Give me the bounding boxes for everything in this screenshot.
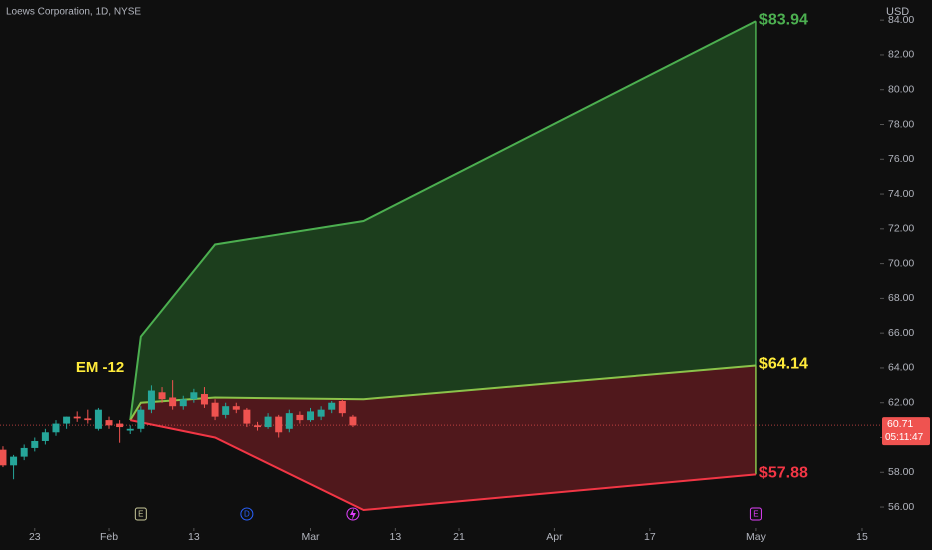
- x-tick-label: 21: [453, 531, 465, 543]
- event-label: E: [753, 510, 758, 519]
- value-label: $64.14: [759, 356, 808, 373]
- candle-body: [63, 416, 71, 424]
- x-tick-label: Apr: [546, 531, 563, 543]
- candle-body: [264, 416, 272, 428]
- currency: USD: [886, 6, 909, 18]
- candle-body: [296, 414, 304, 421]
- candle-body: [116, 423, 124, 428]
- candle-body: [285, 413, 293, 429]
- candle-body: [338, 400, 346, 414]
- candle-body: [200, 394, 208, 405]
- candle-body: [147, 390, 155, 410]
- x-tick-label: Mar: [301, 531, 320, 543]
- candle-body: [31, 440, 39, 448]
- x-tick-label: 23: [29, 531, 41, 543]
- y-tick-label: 84.00: [888, 14, 914, 26]
- candle-body: [10, 456, 18, 466]
- chart-title: Loews Corporation, 1D, NYSE: [6, 7, 141, 18]
- x-tick-label: 15: [856, 531, 868, 543]
- candle-body: [179, 399, 187, 407]
- y-tick-label: 74.00: [888, 188, 914, 200]
- event-icon: [349, 508, 356, 520]
- upper-line: [129, 20, 757, 421]
- candle-body: [349, 416, 357, 426]
- price-tag-countdown: 05:11:47: [885, 432, 924, 443]
- candle-body: [52, 423, 60, 433]
- x-tick-label: Feb: [100, 531, 118, 543]
- value-label: $83.94: [759, 11, 808, 28]
- candle-body: [84, 418, 92, 421]
- candle-body: [243, 409, 251, 424]
- candle-body: [137, 409, 145, 429]
- y-tick-label: 80.00: [888, 84, 914, 96]
- candle-body: [94, 409, 102, 429]
- candle-body: [328, 402, 336, 410]
- y-tick-label: 56.00: [888, 501, 914, 513]
- lower-line: [130, 419, 757, 512]
- candle-body: [73, 416, 81, 419]
- y-tick-label: 72.00: [888, 223, 914, 235]
- candle-body: [253, 425, 261, 428]
- x-tick-label: 13: [188, 531, 200, 543]
- y-tick-label: 76.00: [888, 153, 914, 165]
- value-label: $57.88: [759, 465, 808, 482]
- y-tick-label: 82.00: [888, 49, 914, 61]
- event-marker: [240, 507, 254, 521]
- event-label: D: [244, 510, 250, 519]
- y-tick-label: 62.00: [888, 397, 914, 409]
- event-marker: [134, 507, 147, 521]
- upper-band: [130, 21, 756, 421]
- candle-body: [275, 416, 283, 433]
- candle-body: [105, 420, 113, 426]
- event-marker: [346, 507, 360, 521]
- candle-body: [317, 409, 325, 417]
- y-tick-label: 78.00: [888, 118, 914, 130]
- y-tick-label: 58.00: [888, 466, 914, 478]
- candle-body: [0, 449, 7, 466]
- candle-body: [211, 402, 219, 417]
- event-label: E: [138, 510, 143, 519]
- y-tick-label: 68.00: [888, 292, 914, 304]
- x-tick-label: 17: [644, 531, 656, 543]
- candle-body: [190, 392, 198, 400]
- price-tag-value: 60.71: [887, 418, 913, 430]
- price-tag: [882, 417, 930, 446]
- annotation: EM -12: [76, 359, 124, 376]
- event-marker: [749, 507, 762, 521]
- middle-line: [129, 364, 757, 421]
- candle-body: [20, 447, 28, 457]
- candle-body: [41, 432, 49, 441]
- y-tick-label: 66.00: [888, 327, 914, 339]
- candle-body: [169, 397, 177, 407]
- lower-band: [130, 365, 756, 511]
- candle-body: [307, 411, 315, 421]
- y-tick-label: 64.00: [888, 362, 914, 374]
- candle-body: [126, 428, 134, 431]
- candle-body: [158, 392, 166, 400]
- candle-body: [232, 406, 240, 410]
- candle-body: [222, 406, 230, 415]
- x-tick-label: May: [746, 531, 767, 543]
- x-tick-label: 13: [390, 531, 402, 543]
- y-tick-label: 70.00: [888, 257, 914, 269]
